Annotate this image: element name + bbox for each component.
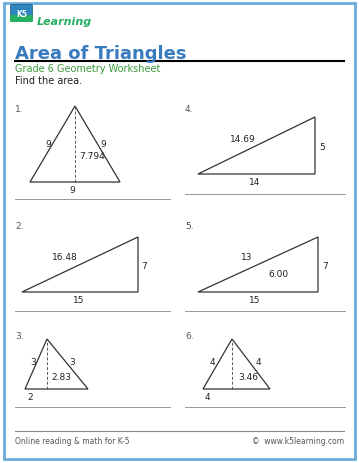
Text: 5: 5 bbox=[319, 143, 325, 152]
Text: 15: 15 bbox=[249, 296, 261, 305]
Text: Find the area.: Find the area. bbox=[15, 76, 82, 86]
Text: 9: 9 bbox=[45, 140, 51, 149]
Text: 3: 3 bbox=[30, 358, 36, 367]
Text: 6.: 6. bbox=[185, 332, 194, 340]
Text: 3: 3 bbox=[69, 358, 75, 367]
Text: 3.46: 3.46 bbox=[238, 373, 258, 382]
FancyBboxPatch shape bbox=[10, 16, 33, 23]
FancyBboxPatch shape bbox=[10, 6, 33, 21]
Text: 4: 4 bbox=[204, 393, 210, 401]
Text: K5: K5 bbox=[16, 10, 27, 19]
Text: ©  www.k5learning.com: © www.k5learning.com bbox=[252, 436, 344, 445]
Text: Learning: Learning bbox=[37, 17, 92, 27]
Text: 9: 9 bbox=[69, 186, 75, 195]
Text: 7: 7 bbox=[322, 262, 328, 271]
Text: 3.: 3. bbox=[15, 332, 24, 340]
Text: Area of Triangles: Area of Triangles bbox=[15, 45, 186, 63]
Text: 2: 2 bbox=[27, 393, 33, 401]
Text: 16.48: 16.48 bbox=[52, 253, 78, 262]
Text: 4: 4 bbox=[209, 358, 215, 367]
Text: Online reading & math for K-5: Online reading & math for K-5 bbox=[15, 436, 130, 445]
Text: Grade 6 Geometry Worksheet: Grade 6 Geometry Worksheet bbox=[15, 64, 160, 74]
Text: 5.: 5. bbox=[185, 221, 194, 231]
Text: 2.83: 2.83 bbox=[51, 373, 71, 382]
Text: 9: 9 bbox=[100, 140, 106, 149]
Text: 14.69: 14.69 bbox=[230, 135, 256, 144]
Text: 6.00: 6.00 bbox=[268, 270, 288, 279]
Text: 1.: 1. bbox=[15, 105, 24, 114]
Text: 15: 15 bbox=[73, 296, 85, 305]
Text: 7.794: 7.794 bbox=[79, 152, 105, 161]
Text: 7: 7 bbox=[141, 262, 147, 271]
Text: 4: 4 bbox=[255, 358, 261, 367]
Text: 14: 14 bbox=[249, 178, 261, 187]
Text: 13: 13 bbox=[241, 253, 253, 262]
Text: 2.: 2. bbox=[15, 221, 23, 231]
Text: 4.: 4. bbox=[185, 105, 194, 114]
